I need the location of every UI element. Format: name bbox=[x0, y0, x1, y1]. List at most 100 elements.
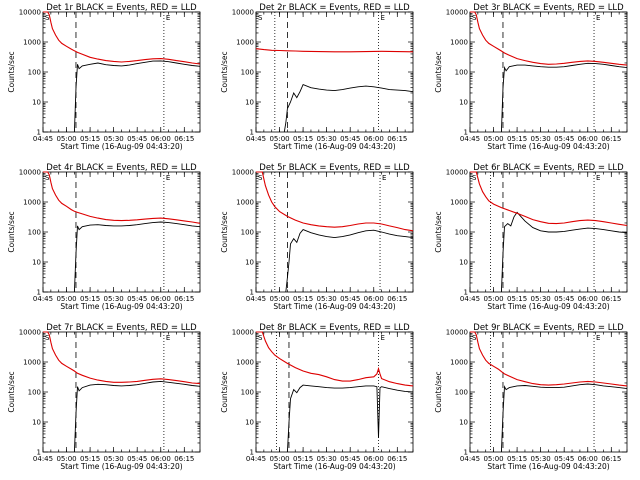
y-tick-label: 10000 bbox=[232, 9, 254, 17]
x-tick-label: 05:00 bbox=[483, 295, 503, 303]
x-tick-label: 05:30 bbox=[531, 135, 551, 143]
y-tick-label: 100 bbox=[455, 389, 468, 397]
lld-series-line bbox=[255, 48, 414, 53]
x-tick-label: 05:45 bbox=[340, 135, 360, 143]
x-tick-label: 06:00 bbox=[578, 135, 598, 143]
x-tick-label: 05:00 bbox=[483, 455, 503, 463]
lld-series-line bbox=[256, 171, 414, 232]
x-tick-label: 04:45 bbox=[246, 135, 266, 143]
x-tick-label: 05:45 bbox=[127, 455, 147, 463]
x-tick-label: 04:45 bbox=[460, 295, 480, 303]
plot-frame bbox=[469, 331, 628, 453]
x-axis-label: Start Time (16-Aug-09 04:43:20) bbox=[60, 462, 182, 471]
end-marker: E bbox=[166, 334, 170, 342]
plot-frame bbox=[255, 331, 414, 453]
chart-panel-7: Det 7r BLACK = Events, RED = LLD 1 10 100 10… bbox=[7, 323, 201, 471]
x-tick-label: 06:00 bbox=[364, 455, 384, 463]
y-tick-label: 1 bbox=[250, 289, 254, 297]
x-tick-label: 05:30 bbox=[531, 295, 551, 303]
y-tick-label: 10 bbox=[459, 259, 468, 267]
chart-title: Det 6r BLACK = Events, RED = LLD bbox=[473, 163, 624, 173]
chart-title: Det 5r BLACK = Events, RED = LLD bbox=[259, 163, 410, 173]
x-axis-label: Start Time (16-Aug-09 04:43:20) bbox=[487, 462, 609, 471]
x-tick-label: 05:00 bbox=[56, 135, 76, 143]
y-tick-label: 1 bbox=[464, 289, 468, 297]
x-tick-label: 05:15 bbox=[507, 295, 527, 303]
chart-title: Det 2r BLACK = Events, RED = LLD bbox=[259, 3, 410, 13]
y-axis-label: Counts/sec bbox=[7, 371, 16, 412]
chart-panel-6: Det 6r BLACK = Events, RED = LLD 1 10 100 10… bbox=[434, 163, 628, 311]
y-axis-label: Counts/sec bbox=[434, 211, 443, 252]
y-axis-label: Counts/sec bbox=[7, 51, 16, 92]
x-tick-label: 04:45 bbox=[460, 135, 480, 143]
x-tick-label: 06:15 bbox=[601, 455, 621, 463]
end-marker: E bbox=[596, 14, 600, 22]
start-marker: S bbox=[45, 174, 50, 182]
x-tick-label: 06:15 bbox=[174, 295, 194, 303]
start-marker: S bbox=[45, 334, 50, 342]
y-tick-label: 1000 bbox=[236, 199, 254, 207]
x-tick-label: 05:45 bbox=[127, 295, 147, 303]
y-tick-label: 1000 bbox=[23, 39, 41, 47]
y-tick-label: 10 bbox=[32, 259, 41, 267]
x-tick-label: 05:00 bbox=[56, 295, 76, 303]
x-tick-label: 05:45 bbox=[340, 455, 360, 463]
lld-series-line bbox=[43, 331, 201, 385]
start-marker: S bbox=[472, 14, 477, 22]
lld-series-line bbox=[470, 11, 628, 66]
y-tick-label: 100 bbox=[241, 229, 254, 237]
y-tick-label: 1 bbox=[37, 129, 41, 137]
x-tick-label: 05:45 bbox=[554, 455, 574, 463]
x-tick-label: 05:00 bbox=[269, 455, 289, 463]
chart-title: Det 1r BLACK = Events, RED = LLD bbox=[46, 3, 197, 13]
y-tick-label: 100 bbox=[455, 229, 468, 237]
chart-panel-4: Det 4r BLACK = Events, RED = LLD 1 10 100 10… bbox=[7, 163, 201, 311]
x-tick-label: 05:15 bbox=[507, 455, 527, 463]
chart-panel-8: Det 8r BLACK = Events, RED = LLD 1 10 100 10… bbox=[220, 323, 414, 471]
y-tick-label: 1 bbox=[37, 449, 41, 457]
start-marker: S bbox=[472, 334, 477, 342]
y-tick-label: 1000 bbox=[450, 199, 468, 207]
x-tick-label: 06:15 bbox=[387, 135, 407, 143]
start-marker: S bbox=[258, 334, 263, 342]
end-marker: E bbox=[166, 174, 170, 182]
y-tick-label: 1000 bbox=[23, 199, 41, 207]
y-tick-label: 10000 bbox=[19, 329, 41, 337]
x-tick-label: 05:00 bbox=[483, 135, 503, 143]
y-axis-label: Counts/sec bbox=[220, 51, 229, 92]
plot-frame bbox=[469, 11, 628, 133]
y-tick-label: 1 bbox=[464, 129, 468, 137]
x-tick-label: 05:15 bbox=[80, 455, 100, 463]
x-tick-label: 05:30 bbox=[104, 455, 124, 463]
chart-title: Det 9r BLACK = Events, RED = LLD bbox=[473, 323, 624, 333]
x-tick-label: 05:45 bbox=[554, 295, 574, 303]
x-axis-label: Start Time (16-Aug-09 04:43:20) bbox=[273, 142, 395, 151]
y-tick-label: 10 bbox=[32, 99, 41, 107]
x-tick-label: 06:00 bbox=[364, 295, 384, 303]
events-series-line bbox=[285, 229, 414, 293]
y-tick-label: 10000 bbox=[232, 329, 254, 337]
y-axis-label: Counts/sec bbox=[434, 371, 443, 412]
y-tick-label: 10 bbox=[459, 99, 468, 107]
events-series-line bbox=[73, 60, 201, 133]
x-tick-label: 06:00 bbox=[151, 455, 171, 463]
y-axis-label: Counts/sec bbox=[434, 51, 443, 92]
chart-panel-5: Det 5r BLACK = Events, RED = LLD 1 10 100 10… bbox=[220, 163, 414, 311]
x-tick-label: 06:00 bbox=[578, 455, 598, 463]
x-tick-label: 05:00 bbox=[269, 295, 289, 303]
x-axis-label: Start Time (16-Aug-09 04:43:20) bbox=[273, 302, 395, 311]
chart-title: Det 3r BLACK = Events, RED = LLD bbox=[473, 3, 624, 13]
events-series-line bbox=[73, 221, 201, 293]
x-tick-label: 04:45 bbox=[246, 455, 266, 463]
end-marker: E bbox=[380, 334, 384, 342]
x-tick-label: 04:45 bbox=[33, 295, 53, 303]
y-tick-label: 10 bbox=[245, 259, 254, 267]
x-tick-label: 06:00 bbox=[578, 295, 598, 303]
x-tick-label: 05:15 bbox=[293, 135, 313, 143]
chart-title: Det 4r BLACK = Events, RED = LLD bbox=[46, 163, 197, 173]
x-tick-label: 04:45 bbox=[33, 455, 53, 463]
x-axis-label: Start Time (16-Aug-09 04:43:20) bbox=[273, 462, 395, 471]
plot-frame bbox=[255, 171, 414, 293]
y-tick-label: 10000 bbox=[446, 9, 468, 17]
